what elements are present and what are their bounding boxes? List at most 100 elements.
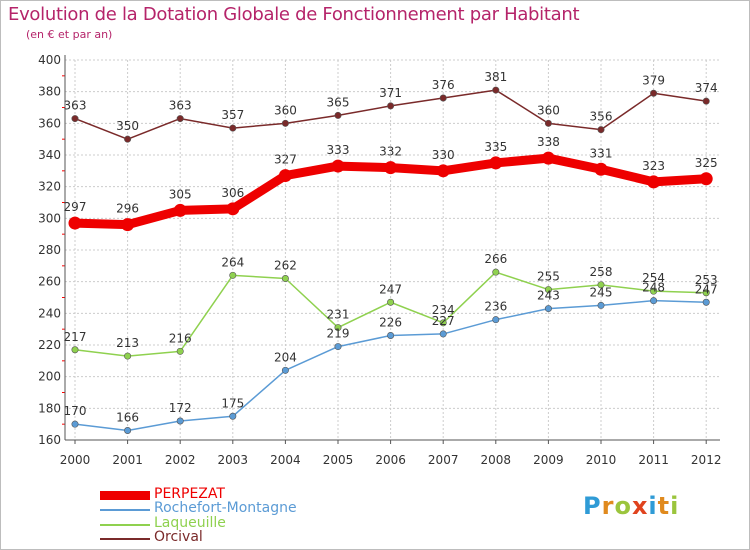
data-point bbox=[541, 151, 555, 165]
logo-letter: P bbox=[583, 492, 602, 520]
data-point bbox=[71, 115, 79, 123]
data-point bbox=[702, 298, 710, 306]
data-label: 243 bbox=[537, 289, 560, 303]
legend-label: Orcival bbox=[154, 529, 203, 545]
logo-letter: r bbox=[601, 492, 615, 520]
data-label: 258 bbox=[590, 265, 613, 279]
data-point bbox=[702, 289, 710, 297]
y-tick-label: 240 bbox=[38, 306, 61, 320]
x-tick-label: 2011 bbox=[638, 453, 669, 467]
y-tick-label: 380 bbox=[38, 85, 61, 99]
data-point bbox=[647, 175, 661, 189]
data-label: 332 bbox=[379, 145, 402, 159]
data-point bbox=[334, 343, 342, 351]
data-point bbox=[650, 287, 658, 295]
data-point bbox=[594, 162, 608, 176]
logo-letter: i bbox=[670, 492, 680, 520]
data-label: 248 bbox=[642, 281, 665, 295]
data-point bbox=[387, 298, 395, 306]
data-label: 338 bbox=[537, 135, 560, 149]
y-tick-label: 180 bbox=[38, 401, 61, 415]
data-point bbox=[124, 426, 132, 434]
proxiti-logo: Proxiti bbox=[583, 492, 679, 520]
data-label: 213 bbox=[116, 336, 139, 350]
data-point bbox=[71, 420, 79, 428]
data-label: 247 bbox=[695, 282, 718, 296]
logo-letter: x bbox=[631, 492, 649, 520]
data-label: 234 bbox=[432, 303, 455, 317]
x-tick-label: 2003 bbox=[218, 453, 249, 467]
data-point bbox=[436, 164, 450, 178]
data-point bbox=[281, 119, 289, 127]
data-label: 226 bbox=[379, 316, 402, 330]
x-tick-label: 2008 bbox=[481, 453, 512, 467]
data-label: 204 bbox=[274, 350, 297, 364]
data-point bbox=[176, 417, 184, 425]
data-point bbox=[597, 281, 605, 289]
data-label: 325 bbox=[695, 156, 718, 170]
data-label: 356 bbox=[590, 110, 613, 124]
data-label: 365 bbox=[327, 95, 350, 109]
data-label: 254 bbox=[642, 271, 665, 285]
data-point bbox=[71, 346, 79, 354]
data-label: 360 bbox=[274, 103, 297, 117]
data-label: 297 bbox=[64, 200, 87, 214]
y-tick-label: 360 bbox=[38, 116, 61, 130]
data-point bbox=[489, 156, 503, 170]
data-point bbox=[702, 97, 710, 105]
data-point bbox=[650, 297, 658, 305]
data-point bbox=[492, 86, 500, 94]
data-point bbox=[281, 366, 289, 374]
data-label: 245 bbox=[590, 285, 613, 299]
data-point bbox=[124, 352, 132, 360]
data-label: 253 bbox=[695, 273, 718, 287]
logo-letter: i bbox=[648, 492, 658, 520]
x-tick-label: 2005 bbox=[323, 453, 354, 467]
data-label: 379 bbox=[642, 73, 665, 87]
data-label: 374 bbox=[695, 81, 718, 95]
data-point bbox=[699, 172, 713, 186]
data-point bbox=[173, 203, 187, 217]
x-tick-label: 2012 bbox=[691, 453, 722, 467]
legend-label: Laqueuille bbox=[154, 515, 226, 531]
x-tick-label: 2009 bbox=[533, 453, 564, 467]
y-tick-label: 220 bbox=[38, 338, 61, 352]
data-point bbox=[334, 111, 342, 119]
y-tick-label: 200 bbox=[38, 370, 61, 384]
y-tick-label: 160 bbox=[38, 433, 61, 447]
data-label: 266 bbox=[484, 252, 507, 266]
logo-letter: t bbox=[657, 492, 671, 520]
chart-subtitle: (en € et par an) bbox=[26, 28, 113, 41]
data-point bbox=[229, 412, 237, 420]
data-label: 305 bbox=[169, 187, 192, 201]
x-tick-label: 2000 bbox=[60, 453, 91, 467]
data-point bbox=[226, 202, 240, 216]
data-label: 170 bbox=[64, 404, 87, 418]
data-label: 360 bbox=[537, 103, 560, 117]
data-point bbox=[278, 169, 292, 183]
legend-swatch bbox=[100, 491, 150, 500]
data-label: 255 bbox=[537, 270, 560, 284]
data-label: 350 bbox=[116, 119, 139, 133]
data-label: 335 bbox=[484, 140, 507, 154]
data-point bbox=[439, 319, 447, 327]
x-tick-label: 2010 bbox=[586, 453, 617, 467]
data-label: 333 bbox=[327, 143, 350, 157]
data-label: 247 bbox=[379, 282, 402, 296]
legend-swatch bbox=[100, 524, 150, 526]
data-point bbox=[229, 271, 237, 279]
x-tick-label: 2006 bbox=[375, 453, 406, 467]
data-point bbox=[544, 119, 552, 127]
logo-letter: o bbox=[614, 492, 632, 520]
data-point bbox=[176, 115, 184, 123]
data-point bbox=[439, 94, 447, 102]
data-point bbox=[597, 126, 605, 134]
legend-swatch bbox=[100, 509, 150, 511]
legend-label: Rochefort-Montagne bbox=[154, 500, 297, 516]
data-label: 381 bbox=[484, 70, 507, 84]
data-label: 357 bbox=[221, 108, 244, 122]
data-label: 376 bbox=[432, 78, 455, 92]
y-tick-label: 400 bbox=[38, 53, 61, 67]
data-label: 331 bbox=[590, 146, 613, 160]
